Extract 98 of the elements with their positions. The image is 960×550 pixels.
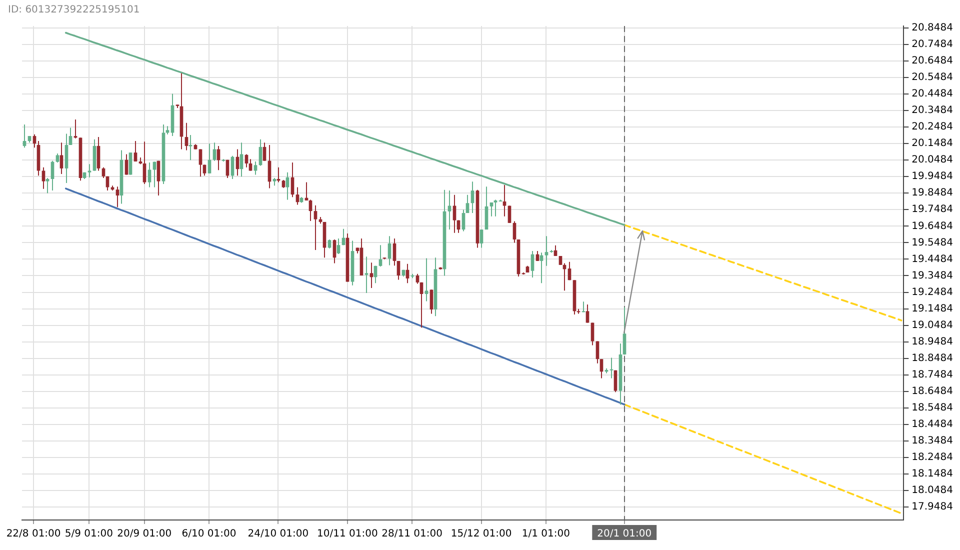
y-tick-label: 20.3484 <box>912 105 954 116</box>
candlestick <box>128 152 132 176</box>
y-tick-label: 19.7484 <box>912 204 954 216</box>
x-tick-label: 24/10 01:00 <box>248 528 309 540</box>
candlestick <box>188 134 192 161</box>
y-tick-label: 19.1484 <box>912 303 954 314</box>
y-tick-label: 18.8484 <box>912 352 954 364</box>
candlestick <box>622 306 626 355</box>
candlestick <box>198 148 202 178</box>
y-tick-label: 20.4484 <box>912 88 954 100</box>
y-tick-label: 20.0484 <box>912 154 954 166</box>
x-tick-label: 1/1 01:00 <box>522 528 570 540</box>
candlestick <box>364 256 368 294</box>
candlestick <box>466 194 470 214</box>
x-tick-label: 5/9 01:00 <box>64 528 113 540</box>
candlestick <box>470 181 474 214</box>
y-tick-label: 18.6484 <box>912 386 954 397</box>
y-tick-label: 20.1484 <box>912 138 954 150</box>
line-series <box>623 404 902 514</box>
candlestick <box>494 199 498 217</box>
candlestick <box>614 370 618 393</box>
candlestick <box>116 186 120 208</box>
candlestick <box>286 172 290 200</box>
candlestick <box>148 162 152 188</box>
candlestick <box>462 209 466 232</box>
candlestick <box>42 166 46 190</box>
x-tick-label: 22/8 01:00 <box>6 528 61 540</box>
candlestick <box>240 142 244 178</box>
candlestick <box>314 204 318 251</box>
y-tick-label: 18.9484 <box>912 336 954 348</box>
candlestick <box>370 262 374 289</box>
y-tick-label: 19.9484 <box>912 171 954 182</box>
candlestick <box>392 238 396 266</box>
candlestick <box>568 261 572 281</box>
candlestick <box>46 178 50 194</box>
y-tick-label: 20.7484 <box>912 39 954 50</box>
candlestick <box>184 122 188 151</box>
y-tick-label: 19.2484 <box>912 286 954 298</box>
candlestick <box>480 229 484 248</box>
candlestick <box>22 124 26 148</box>
candlestick <box>396 260 400 280</box>
candlestick <box>262 142 266 162</box>
candlestick <box>596 340 600 364</box>
candlestick <box>60 142 64 175</box>
candlestick <box>424 258 428 302</box>
y-tick-label: 19.3484 <box>912 270 954 282</box>
candlestick <box>452 194 456 234</box>
y-tick-label: 18.1484 <box>912 468 954 480</box>
y-tick-label: 20.2484 <box>912 122 954 133</box>
y-tick-label: 17.9484 <box>912 502 954 513</box>
y-tick-label: 20.5484 <box>912 72 954 84</box>
y-tick-label: 19.5484 <box>912 237 954 248</box>
candlestick <box>68 127 72 146</box>
y-tick-label: 18.2484 <box>912 452 954 464</box>
candlestick <box>582 301 586 313</box>
y-tick-label: 18.0484 <box>912 485 954 496</box>
candlestick <box>96 136 100 172</box>
candlestick <box>420 282 424 328</box>
candlestick <box>530 250 534 278</box>
y-tick-label: 20.8484 <box>912 22 954 34</box>
candlestick <box>106 176 110 192</box>
y-tick-label: 18.5484 <box>912 402 954 414</box>
candlestick <box>416 273 420 284</box>
x-tick-label: 10/11 01:00 <box>317 528 378 540</box>
candlestick <box>590 322 594 346</box>
y-tick-label: 18.4484 <box>912 419 954 430</box>
candlestick <box>502 184 506 217</box>
y-tick-label: 19.0484 <box>912 320 954 331</box>
y-tick-label: 20.6484 <box>912 56 954 67</box>
candlestick <box>430 289 434 314</box>
candlestick <box>544 236 548 266</box>
candlestick <box>142 141 146 184</box>
candlestick <box>102 166 106 178</box>
y-tick-label: 19.6484 <box>912 220 954 232</box>
candlestick <box>586 304 590 324</box>
candlestick <box>600 358 604 379</box>
y-tick-label: 19.4484 <box>912 254 954 265</box>
candlestick <box>134 140 138 162</box>
y-tick-label: 18.3484 <box>912 436 954 447</box>
candlestick <box>336 238 340 254</box>
x-tick-label: 20/9 01:00 <box>117 528 172 540</box>
candlestick <box>208 143 212 174</box>
text: ID: 601327392225195101 <box>8 4 140 16</box>
candlestick <box>512 220 516 244</box>
candlestick <box>156 160 160 196</box>
x-tick-label: 20/1 01:00 <box>597 528 652 540</box>
line-series <box>623 224 902 322</box>
x-tick-label: 28/11 01:00 <box>382 528 442 540</box>
x-tick-label: 6/10 01:00 <box>182 528 236 540</box>
candlestick <box>332 238 336 264</box>
x-tick-label: 15/12 01:00 <box>450 528 512 540</box>
candlestick <box>610 357 614 379</box>
candlestick <box>490 202 494 217</box>
y-tick-label: 18.7484 <box>912 369 954 380</box>
candlestick <box>88 164 92 178</box>
candlestick <box>484 186 488 230</box>
y-tick-label: 19.8484 <box>912 188 954 199</box>
candlestick <box>64 133 68 184</box>
